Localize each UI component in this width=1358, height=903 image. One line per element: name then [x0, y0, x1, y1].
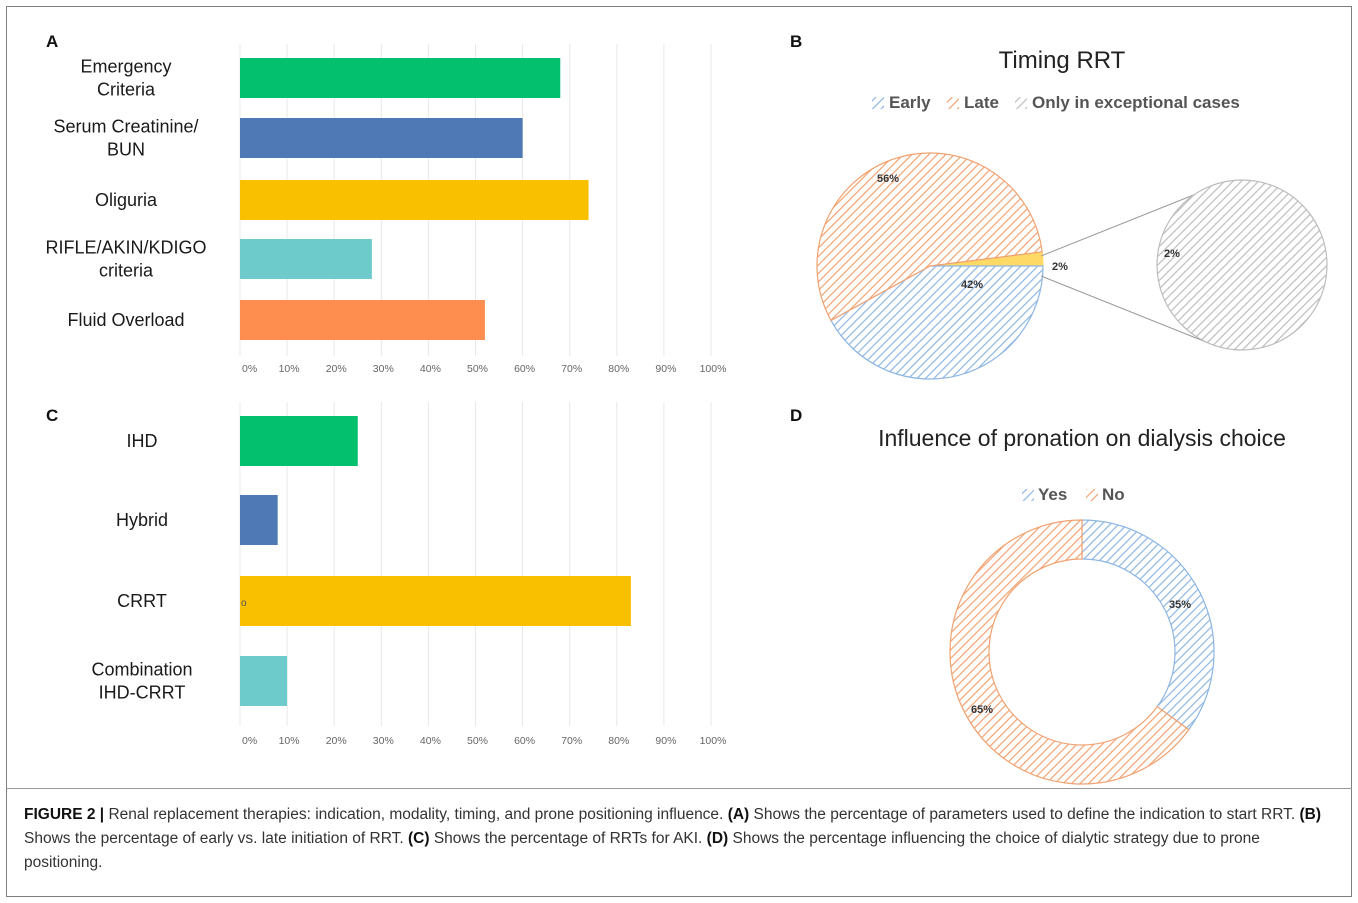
- b-legend-label: Early: [889, 93, 931, 112]
- b-detail-label: 2%: [1164, 248, 1180, 260]
- b-legend-swatch: [947, 97, 959, 109]
- c-category-label: CRRT: [117, 591, 167, 611]
- c-bar: [240, 416, 358, 466]
- c-category-label: Hybrid: [116, 510, 168, 530]
- d-slice-label: 35%: [1169, 599, 1191, 611]
- chart-d: Influence of pronation on dialysis choic…: [878, 425, 1286, 785]
- a-tick-label: 80%: [608, 363, 629, 375]
- a-tick-label: 70%: [561, 363, 582, 375]
- b-slice-label: 2%: [1052, 261, 1068, 273]
- b-pie-slice: [816, 152, 1043, 322]
- caption-c-label: (C): [407, 830, 430, 847]
- b-legend-label: Only in exceptional cases: [1032, 93, 1240, 112]
- a-category-label: RIFLE/AKIN/KDIGO criteria: [45, 238, 206, 281]
- b-connector-line: [1040, 275, 1217, 347]
- c-bar: [240, 495, 278, 545]
- a-tick-label: 0%: [242, 363, 257, 375]
- a-category-label: Fluid Overload: [67, 310, 184, 330]
- panel-c-label: C: [46, 406, 59, 425]
- a-tick-label: 10%: [279, 363, 300, 375]
- panel-d-label: D: [790, 406, 803, 425]
- caption-figure-label: FIGURE 2 |: [24, 806, 105, 823]
- a-category-label: Oliguria: [95, 190, 158, 210]
- a-tick-label: 50%: [467, 363, 488, 375]
- a-bar: [240, 180, 589, 220]
- a-bar: [240, 239, 372, 279]
- a-bar: [240, 58, 561, 98]
- b-slice-label: 42%: [961, 279, 983, 291]
- c-bar: [240, 656, 288, 706]
- caption-a-label: (A): [727, 806, 750, 823]
- figure-panels: A B C D 0% 10% 20% 30% 40% 50% 60% 70% 80% 90% 100…: [45, 32, 1328, 785]
- c-stray-mark: o: [241, 598, 247, 609]
- a-tick-label: 100%: [700, 363, 727, 375]
- d-legend-swatch: [1086, 489, 1098, 501]
- c-tick-label: 90%: [655, 735, 676, 747]
- c-category-label: Combination IHD-CRRT: [91, 660, 192, 703]
- a-category-label: Emergency Criteria: [80, 57, 171, 100]
- caption-a-text: Shows the percentage of parameters used …: [753, 806, 1296, 823]
- b-connector-line: [1040, 185, 1217, 257]
- d-donut-slice: [1081, 519, 1215, 731]
- a-tick-label: 40%: [420, 363, 441, 375]
- c-tick-label: 80%: [608, 735, 629, 747]
- d-legend-label: Yes: [1038, 485, 1067, 504]
- a-tick-label: 60%: [514, 363, 535, 375]
- d-donut-slice: [949, 519, 1190, 785]
- c-tick-label: 100%: [700, 735, 727, 747]
- chart-a: 0% 10% 20% 30% 40% 50% 60% 70% 80% 90% 100% Emergen…: [45, 44, 727, 375]
- c-tick-label: 10%: [279, 735, 300, 747]
- b-slice-label: 56%: [877, 173, 899, 185]
- caption-lead: Renal replacement therapies: indication,…: [108, 806, 724, 823]
- b-legend-swatch: [872, 97, 884, 109]
- c-bar: [240, 576, 631, 626]
- chart-c: 0% 10% 20% 30% 40% 50% 60% 70% 80% 90% 100% IHD Hybr…: [91, 402, 727, 747]
- caption-d-text: Shows the percentage influencing the cho…: [24, 830, 1260, 871]
- c-tick-label: 60%: [514, 735, 535, 747]
- a-tick-label: 30%: [373, 363, 394, 375]
- d-slice-label: 65%: [971, 704, 993, 716]
- b-detail-pie: [1156, 179, 1328, 351]
- b-legend-swatch: [1015, 97, 1027, 109]
- a-tick-label: 90%: [655, 363, 676, 375]
- b-pie-slice: [830, 265, 1044, 380]
- figure-caption: FIGURE 2 | Renal replacement therapies: …: [6, 788, 1352, 897]
- a-bar: [240, 300, 485, 340]
- c-tick-label: 30%: [373, 735, 394, 747]
- d-legend-swatch: [1022, 489, 1034, 501]
- b-legend-label: Late: [964, 93, 999, 112]
- panel-b-label: B: [790, 32, 803, 51]
- d-legend-label: No: [1102, 485, 1125, 504]
- figure-frame: [6, 6, 1352, 897]
- caption-c-text: Shows the percentage of RRTs for AKI.: [433, 830, 703, 847]
- c-tick-label: 50%: [467, 735, 488, 747]
- d-chart-title: Influence of pronation on dialysis choic…: [878, 425, 1286, 451]
- a-category-label: Serum Creatinine/BUN: [53, 117, 198, 160]
- c-tick-label: 70%: [561, 735, 582, 747]
- caption-d-label: (D): [706, 830, 729, 847]
- c-category-label: IHD: [127, 431, 158, 451]
- chart-b: Timing RRT Early Late Only in exceptional c…: [816, 47, 1328, 380]
- c-tick-label: 40%: [420, 735, 441, 747]
- b-chart-title: Timing RRT: [999, 47, 1126, 74]
- c-tick-label: 0%: [242, 735, 257, 747]
- panel-a-label: A: [46, 32, 59, 51]
- caption-b-label: (B): [1299, 806, 1322, 823]
- c-tick-label: 20%: [326, 735, 347, 747]
- caption-b-text: Shows the percentage of early vs. late i…: [24, 830, 404, 847]
- a-tick-label: 20%: [326, 363, 347, 375]
- a-bar: [240, 118, 523, 158]
